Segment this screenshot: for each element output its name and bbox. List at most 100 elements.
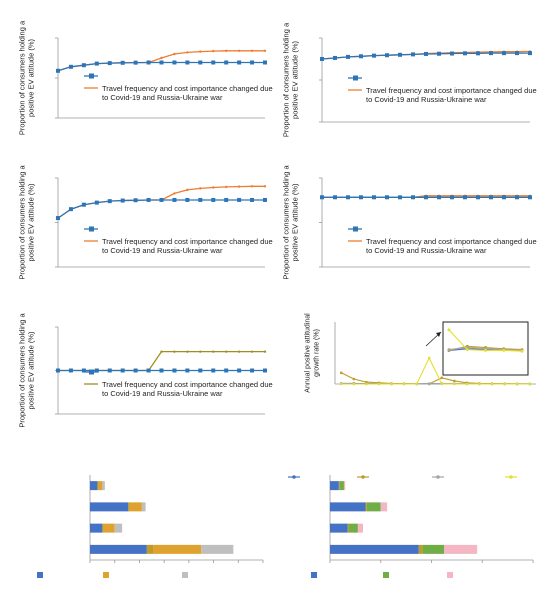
data-point [489, 195, 493, 200]
data-point [263, 197, 267, 202]
data-point [528, 382, 532, 386]
data-point [224, 350, 228, 353]
data-point [212, 49, 215, 53]
data-point [159, 368, 164, 373]
data-point [250, 60, 255, 65]
data-point [237, 49, 241, 52]
data-point [199, 50, 202, 53]
data-point [160, 350, 163, 353]
data-point [346, 195, 350, 200]
data-point [415, 382, 418, 386]
bar-segment [90, 502, 129, 512]
data-point [237, 350, 241, 353]
legend: Travel frequency and cost importance cha… [348, 75, 537, 104]
inset-chart [442, 321, 529, 376]
data-point [250, 185, 254, 188]
bar-segment [201, 544, 234, 554]
data-point [159, 197, 164, 202]
data-point [390, 382, 393, 386]
legend: Travel frequency and cost importance cha… [84, 226, 273, 255]
data-point [56, 216, 60, 221]
panel-b: Proportion of consumers holding a positiv… [282, 22, 537, 137]
data-point [133, 368, 138, 373]
bar-segment [330, 502, 366, 512]
data-point [146, 60, 151, 65]
data-point [333, 55, 337, 60]
bar-segment [330, 544, 419, 554]
data-point [398, 195, 402, 200]
data-point [212, 186, 215, 189]
panel-e: Proportion of consumers holding a positiv… [18, 313, 273, 428]
data-point [107, 199, 112, 204]
legend-label-intervention: Travel frequency and cost importance cha… [366, 237, 537, 246]
data-point [490, 382, 494, 386]
data-point [411, 195, 415, 200]
inset-data-point [484, 348, 487, 352]
bar-segment [330, 481, 339, 491]
data-point [56, 368, 60, 373]
data-point [385, 195, 389, 200]
data-point [186, 188, 189, 192]
legend-swatch [182, 572, 188, 578]
data-point [224, 185, 228, 189]
data-point [172, 368, 177, 373]
legend-marker [292, 475, 296, 479]
legend [288, 475, 517, 479]
data-point [120, 60, 125, 65]
data-point [450, 195, 454, 200]
bar-segment [380, 502, 388, 512]
data-point [237, 197, 242, 202]
data-point [68, 207, 73, 212]
y-axis-label-line: positive EV attitude (%) [27, 39, 36, 117]
data-point [440, 382, 444, 386]
data-point [528, 195, 532, 200]
data-point [320, 195, 324, 200]
data-point [237, 60, 242, 65]
series-line [341, 356, 530, 385]
inset-data-point [465, 348, 469, 352]
data-point [173, 192, 176, 195]
data-point [385, 53, 389, 58]
panel-g [37, 475, 264, 578]
bar-segment [347, 523, 350, 533]
inset-data-point [502, 348, 506, 352]
y-axis-label: Proportion of consumers holding a positiv… [18, 20, 36, 135]
data-point [250, 49, 254, 52]
series-line-intervention [58, 350, 265, 372]
series-line-base-case [57, 199, 265, 219]
legend-label-intervention: Travel frequency and cost importance cha… [102, 84, 273, 93]
data-point [250, 350, 254, 353]
data-point [463, 51, 467, 56]
data-point [224, 60, 229, 65]
bar-segment [103, 523, 115, 533]
data-point [56, 68, 60, 73]
bar-segment [102, 481, 105, 491]
legend-swatch [103, 572, 109, 578]
data-point [440, 376, 444, 380]
data-point [453, 382, 456, 386]
data-point [453, 379, 456, 383]
legend: Travel frequency and cost importance cha… [84, 369, 273, 398]
data-point [359, 195, 363, 200]
bar-segment [128, 502, 130, 512]
bar-segment [365, 502, 367, 512]
y-axis-label: Annual positive attitudinal growth rate (… [305, 313, 321, 393]
data-point [160, 56, 163, 60]
data-point [94, 200, 99, 205]
data-point [224, 49, 228, 52]
data-point [352, 382, 356, 386]
data-point [186, 350, 189, 353]
data-point [211, 368, 216, 373]
data-point [133, 60, 138, 65]
data-point [133, 198, 138, 203]
data-point [146, 197, 151, 202]
bar-segment [422, 544, 445, 554]
y-axis-label-line: positive EV attitude (%) [291, 41, 300, 119]
y-axis-label-line: Proportion of consumers holding a [18, 313, 27, 428]
data-point [94, 61, 99, 66]
data-point [463, 195, 467, 200]
data-point [211, 60, 216, 65]
legend-swatch [311, 572, 317, 578]
data-point [359, 54, 363, 59]
data-point [107, 368, 112, 373]
